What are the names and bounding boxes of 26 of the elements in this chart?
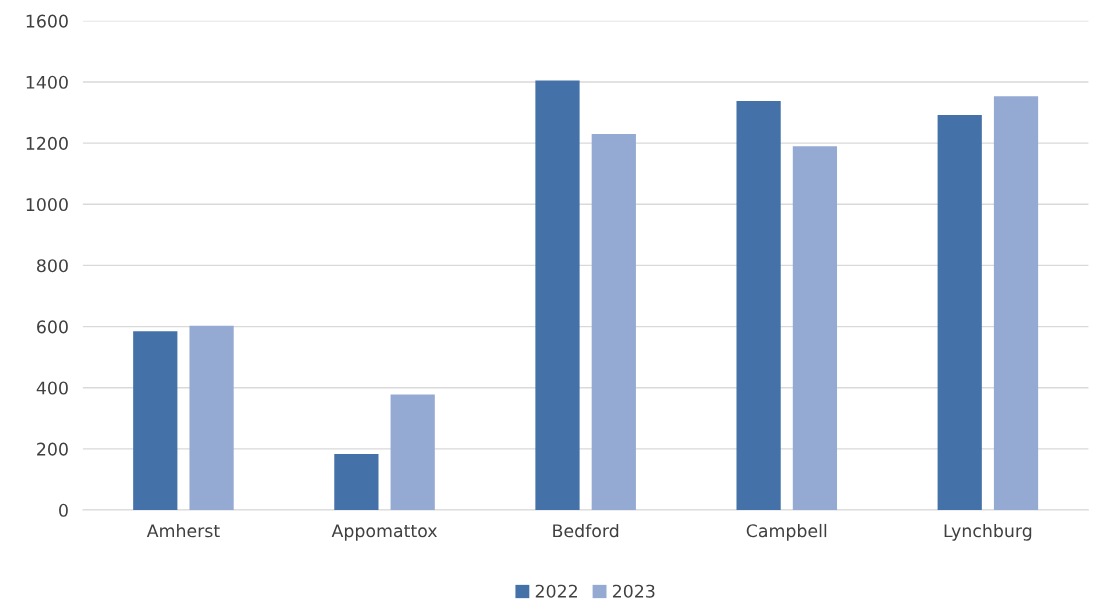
bar <box>133 331 178 511</box>
bar <box>535 80 580 511</box>
x-tick-label: Amherst <box>146 523 220 538</box>
y-tick-label: 1200 <box>26 136 68 150</box>
bar <box>334 454 379 511</box>
bar <box>937 115 982 511</box>
legend-label: 2023 <box>612 584 655 598</box>
x-tick-label: Campbell <box>746 523 827 541</box>
bar <box>591 133 636 511</box>
y-tick-label: 400 <box>36 381 68 395</box>
y-tick-label: 1000 <box>26 197 68 212</box>
bar <box>736 100 781 511</box>
y-tick-label: 800 <box>37 259 68 273</box>
bar <box>993 96 1039 511</box>
y-tick-label: 1400 <box>26 75 68 89</box>
y-tick-label: 1600 <box>26 14 68 28</box>
y-tick-label: 0 <box>59 503 68 517</box>
legend-label: 2022 <box>535 584 577 598</box>
bar <box>792 146 838 511</box>
x-tick-label: Bedford <box>553 523 619 538</box>
bar <box>390 394 435 511</box>
x-tick-label: Lynchburg <box>944 523 1032 541</box>
y-tick-label: 200 <box>37 442 68 456</box>
bar <box>189 325 234 511</box>
y-tick-label: 600 <box>37 320 68 334</box>
x-tick-label: Appomattox <box>331 524 437 541</box>
